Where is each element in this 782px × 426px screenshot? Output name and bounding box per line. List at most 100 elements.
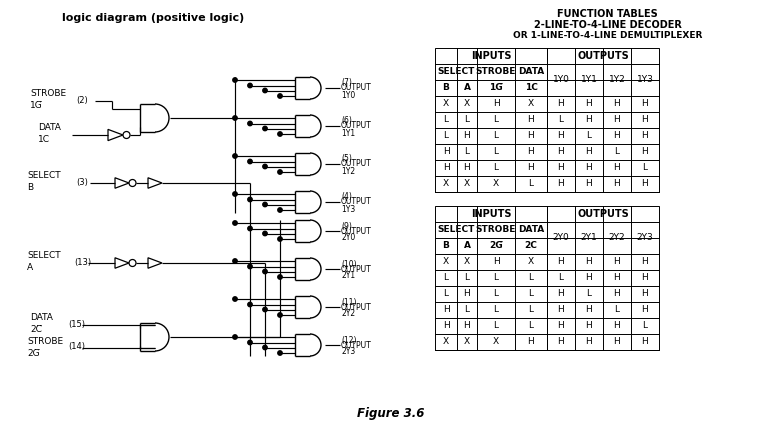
Text: H: H (558, 290, 565, 299)
Text: H: H (586, 305, 593, 314)
Text: INPUTS: INPUTS (471, 51, 511, 61)
Text: H: H (558, 337, 565, 346)
Text: DATA: DATA (38, 124, 61, 132)
Text: OUTPUT: OUTPUT (341, 302, 371, 311)
Text: 1Y1: 1Y1 (580, 75, 597, 84)
Text: H: H (614, 322, 620, 331)
Circle shape (233, 78, 237, 82)
Text: 1G̅: 1G̅ (490, 83, 503, 92)
Text: H: H (641, 305, 648, 314)
Circle shape (248, 302, 253, 307)
Text: X: X (443, 179, 449, 188)
Circle shape (233, 221, 237, 225)
Text: A: A (27, 264, 33, 273)
Text: H: H (586, 100, 593, 109)
Circle shape (233, 192, 237, 196)
Text: 1Y0: 1Y0 (553, 75, 569, 84)
Text: (14): (14) (68, 343, 85, 351)
Text: H: H (614, 290, 620, 299)
Text: H: H (614, 115, 620, 124)
Text: H: H (443, 164, 450, 173)
Text: L: L (465, 115, 469, 124)
Text: 2Y1: 2Y1 (341, 271, 355, 280)
Text: INPUTS: INPUTS (471, 209, 511, 219)
Text: L: L (465, 273, 469, 282)
Circle shape (278, 170, 282, 174)
Text: L: L (586, 132, 591, 141)
Text: H: H (558, 305, 565, 314)
Text: H: H (641, 273, 648, 282)
Text: L: L (465, 147, 469, 156)
Text: H: H (614, 164, 620, 173)
Text: X: X (528, 100, 534, 109)
Text: (13): (13) (74, 257, 91, 267)
Text: OUTPUT: OUTPUT (341, 121, 371, 130)
Circle shape (263, 307, 267, 312)
Circle shape (263, 164, 267, 169)
Text: STROBE: STROBE (475, 67, 516, 77)
Text: 1C: 1C (525, 83, 537, 92)
Text: OUTPUTS: OUTPUTS (577, 209, 629, 219)
Text: 1Y2: 1Y2 (608, 75, 626, 84)
Text: A: A (464, 83, 471, 92)
Text: SELECT: SELECT (437, 67, 475, 77)
Text: X: X (464, 179, 470, 188)
Text: X: X (464, 337, 470, 346)
Text: 2-LINE-TO-4-LINE DECODER: 2-LINE-TO-4-LINE DECODER (533, 20, 681, 30)
Text: H: H (641, 100, 648, 109)
Text: H: H (614, 337, 620, 346)
Circle shape (263, 88, 267, 93)
Text: OUTPUT: OUTPUT (341, 265, 371, 273)
Text: X: X (464, 257, 470, 267)
Text: X: X (464, 100, 470, 109)
Circle shape (248, 264, 253, 269)
Circle shape (278, 208, 282, 212)
Text: 2G̅: 2G̅ (490, 242, 503, 250)
Text: H: H (614, 273, 620, 282)
Text: DATA: DATA (30, 314, 53, 322)
Text: H: H (586, 147, 593, 156)
Circle shape (233, 259, 237, 263)
Text: H: H (464, 322, 471, 331)
Text: STROBE: STROBE (27, 337, 63, 345)
Text: H: H (614, 179, 620, 188)
Text: B: B (27, 184, 33, 193)
Text: logic diagram (positive logic): logic diagram (positive logic) (62, 13, 244, 23)
Text: OUTPUT: OUTPUT (341, 227, 371, 236)
Text: SELECT: SELECT (27, 172, 61, 181)
Text: SELECT: SELECT (27, 251, 61, 261)
Text: (5): (5) (341, 155, 352, 164)
Text: OUTPUT: OUTPUT (341, 159, 371, 169)
Text: OUTPUT: OUTPUT (341, 83, 371, 92)
Circle shape (263, 231, 267, 236)
Text: H: H (586, 322, 593, 331)
Text: 1Y1: 1Y1 (341, 129, 355, 138)
Text: H: H (614, 100, 620, 109)
Circle shape (278, 237, 282, 241)
Text: DATA: DATA (518, 67, 544, 77)
Bar (435, 206, 659, 350)
Text: H: H (558, 179, 565, 188)
Circle shape (278, 132, 282, 136)
Text: 1G̅: 1G̅ (30, 101, 43, 110)
Text: OUTPUT: OUTPUT (341, 198, 371, 207)
Text: H: H (641, 147, 648, 156)
Text: 2G̅: 2G̅ (27, 348, 40, 357)
Text: 2Y3: 2Y3 (341, 348, 355, 357)
Text: L: L (493, 305, 498, 314)
Text: H: H (614, 257, 620, 267)
Text: L: L (493, 273, 498, 282)
Bar (435, 48, 659, 192)
Circle shape (278, 351, 282, 355)
Text: L: L (493, 147, 498, 156)
Text: DATA: DATA (518, 225, 544, 234)
Text: X: X (493, 337, 499, 346)
Text: H: H (558, 164, 565, 173)
Circle shape (248, 197, 253, 201)
Text: H: H (558, 100, 565, 109)
Circle shape (248, 121, 253, 126)
Text: (10): (10) (341, 259, 357, 268)
Text: H: H (586, 257, 593, 267)
Text: (11): (11) (341, 297, 357, 306)
Text: H: H (586, 337, 593, 346)
